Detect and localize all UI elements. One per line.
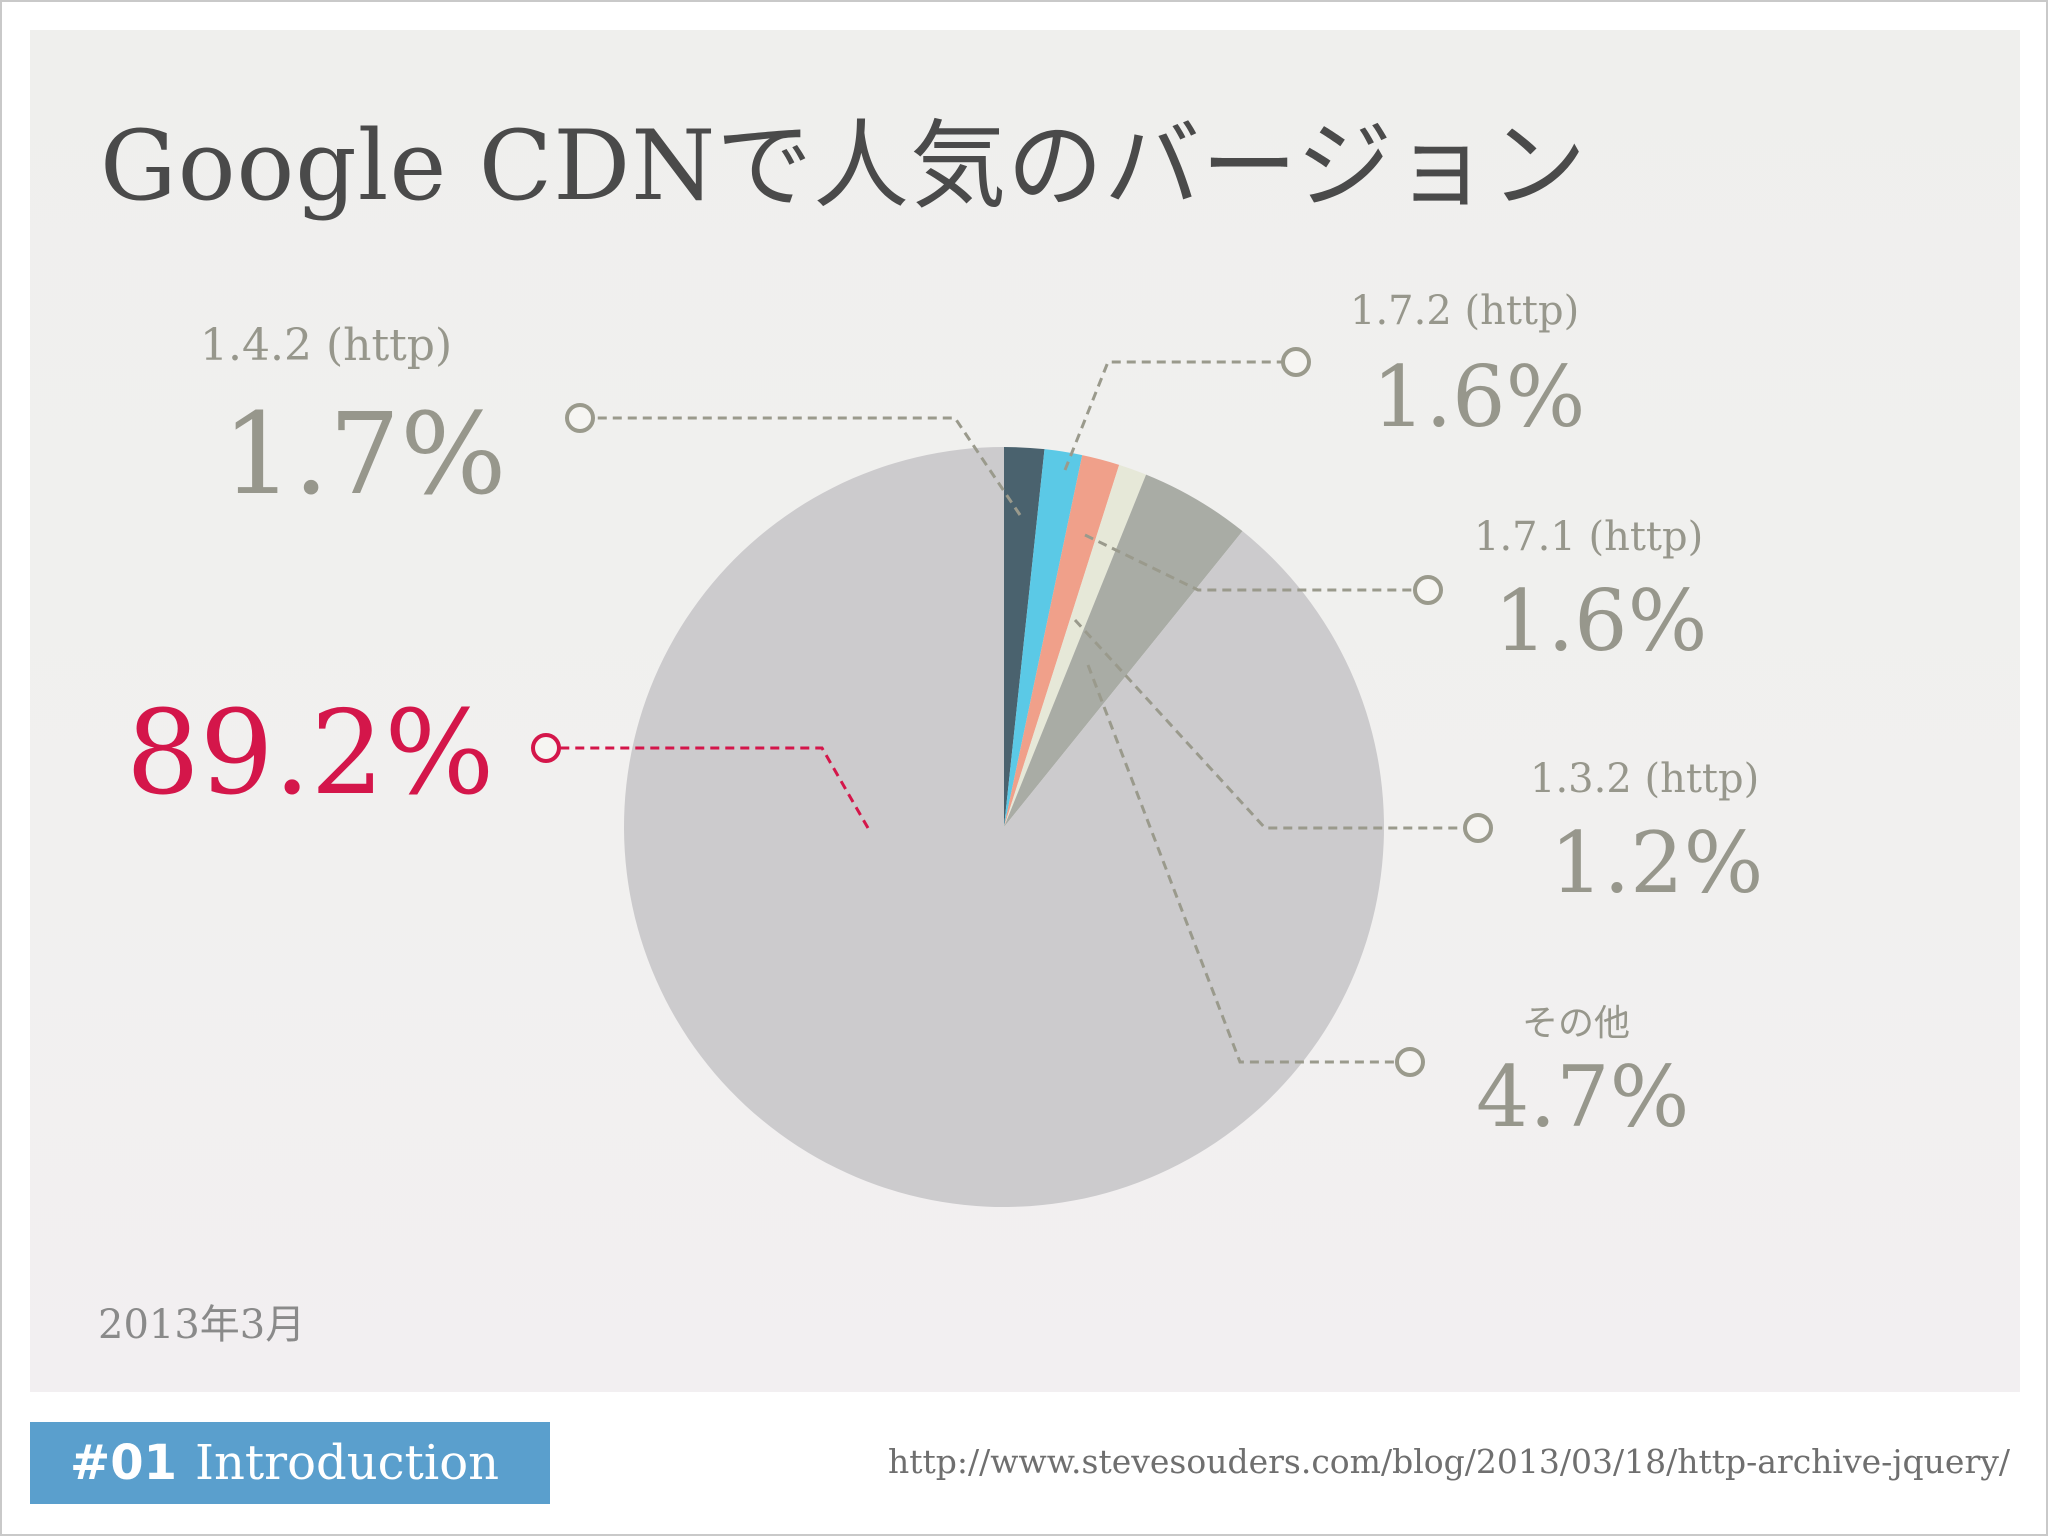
label-name-1-7-2: 1.7.2 (http) bbox=[1350, 288, 1580, 334]
date-note: 2013年3月 bbox=[98, 1302, 306, 1348]
leader-1-4-2-dot bbox=[565, 403, 595, 433]
leader-other-line bbox=[1086, 664, 1410, 1064]
label-name-1-3-2: 1.3.2 (http) bbox=[1530, 756, 1760, 802]
label-value-main: 89.2% bbox=[126, 686, 495, 821]
source-url: http://www.stevesouders.com/blog/2013/03… bbox=[887, 1442, 2010, 1481]
slide-title: Google CDNで人気のバージョン bbox=[100, 110, 1588, 222]
leader-1-4-2-line bbox=[580, 416, 1022, 516]
label-value-1-7-1: 1.6% bbox=[1494, 572, 1708, 670]
label-value-other: 4.7% bbox=[1476, 1048, 1690, 1146]
leader-1-3-2-dot bbox=[1463, 813, 1493, 843]
label-name-other: その他 bbox=[1522, 1003, 1631, 1044]
label-value-1-4-2: 1.7% bbox=[222, 390, 507, 520]
section-number: #01 bbox=[70, 1435, 178, 1491]
pie-slice-s5 bbox=[1004, 474, 1243, 827]
label-name-1-7-1: 1.7.1 (http) bbox=[1474, 514, 1704, 560]
pie-slice-s4 bbox=[1004, 464, 1147, 827]
label-name-1-4-2: 1.4.2 (http) bbox=[200, 320, 453, 371]
label-value-1-7-2: 1.6% bbox=[1372, 348, 1586, 446]
section-tag: #01 Introduction bbox=[30, 1422, 550, 1504]
leader-1-3-2-line bbox=[1073, 618, 1478, 830]
leader-1-7-2-dot bbox=[1281, 347, 1311, 377]
leader-main-line bbox=[546, 746, 870, 829]
section-name: Introduction bbox=[195, 1435, 499, 1491]
pie-slice-s3 bbox=[1004, 455, 1120, 827]
pie-slice-s6 bbox=[624, 447, 1384, 1207]
leader-1-7-1-line bbox=[1084, 533, 1428, 592]
pie-slice-s2 bbox=[1004, 449, 1083, 827]
label-value-1-3-2: 1.2% bbox=[1550, 814, 1764, 912]
leader-main-dot bbox=[531, 733, 561, 763]
leader-1-7-1-dot bbox=[1413, 575, 1443, 605]
leader-other-dot bbox=[1395, 1047, 1425, 1077]
pie-slice-s1 bbox=[1004, 447, 1045, 827]
leader-1-7-2-line bbox=[1063, 360, 1296, 471]
